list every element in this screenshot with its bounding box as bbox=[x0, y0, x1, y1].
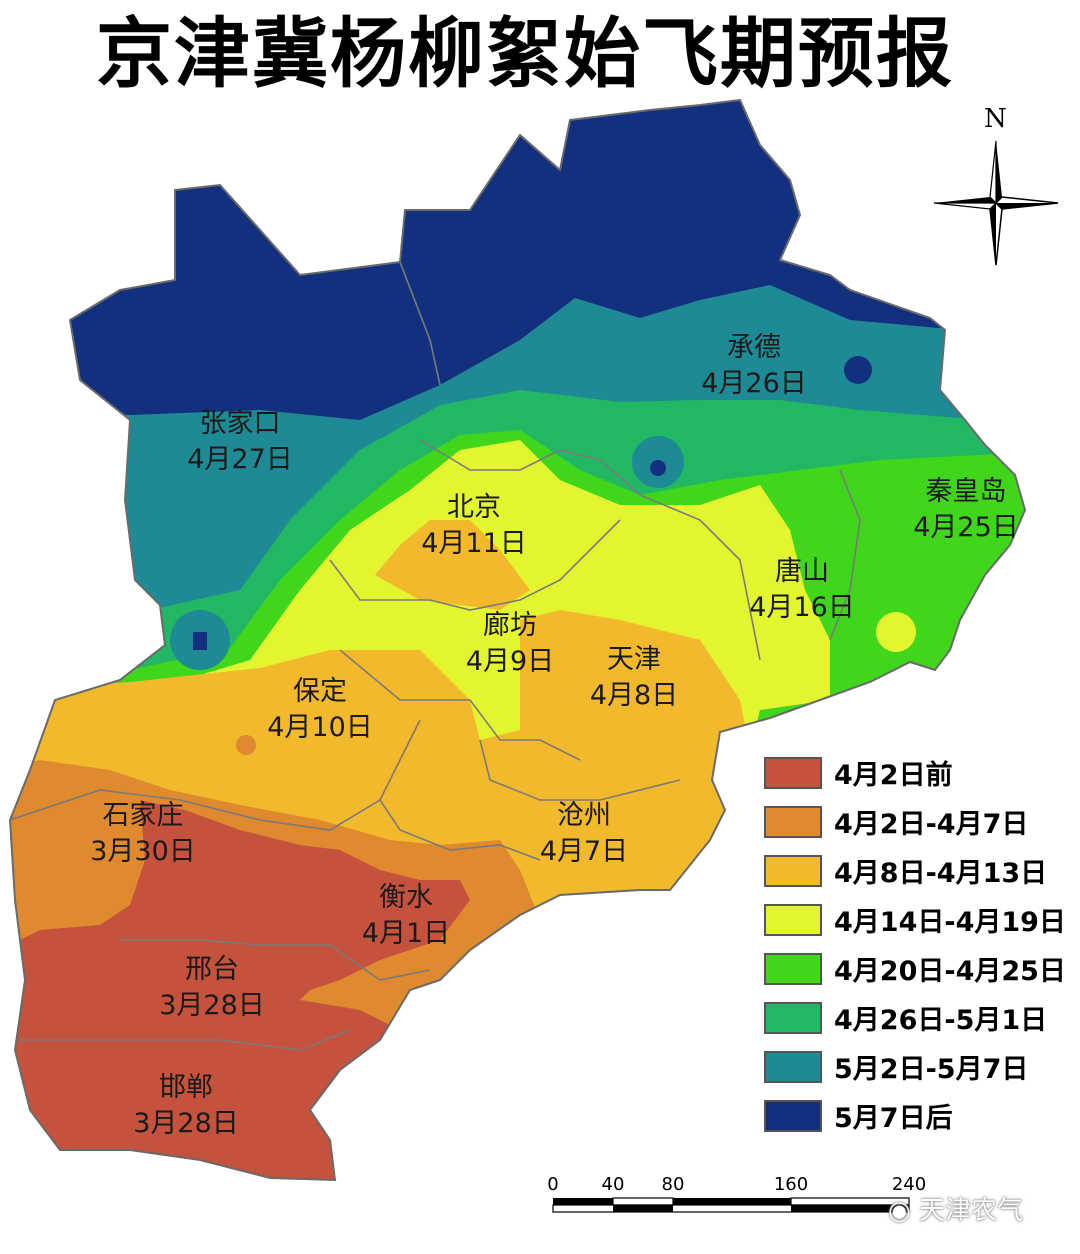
legend-swatch bbox=[764, 952, 822, 985]
boundary-shijiazhuang-xingtai bbox=[120, 939, 431, 981]
scale-segment bbox=[553, 1198, 613, 1205]
legend-swatch bbox=[764, 854, 822, 887]
map-title: 京津冀杨柳絮始飞期预报 bbox=[96, 9, 954, 98]
legend: 4月2日前 4月2日-4月7日 4月8日-4月13日 4月14日-4月19日 4… bbox=[764, 748, 1080, 1140]
zone-spot-chengde-east bbox=[844, 356, 872, 384]
legend-item: 4月2日前 bbox=[764, 748, 1080, 797]
legend-item: 4月20日-4月25日 bbox=[764, 944, 1080, 993]
zone-beijing-apr8-apr13 bbox=[375, 520, 530, 610]
city-name-label: 邯郸 bbox=[159, 1072, 213, 1103]
city-date-label: 4月9日 bbox=[466, 646, 554, 677]
legend-item: 4月14日-4月19日 bbox=[764, 895, 1080, 944]
scale-segment bbox=[791, 1205, 909, 1212]
legend-item: 5月2日-5月7日 bbox=[764, 1042, 1080, 1091]
city-date-label: 4月27日 bbox=[187, 444, 293, 475]
city-date-label: 4月25日 bbox=[913, 512, 1019, 543]
boundary-xingtai-handan bbox=[20, 1029, 351, 1051]
city-name-label: 天津 bbox=[607, 644, 661, 675]
city-name-label: 保定 bbox=[293, 676, 347, 707]
legend-swatch bbox=[764, 903, 822, 936]
legend-label: 4月14日-4月19日 bbox=[834, 907, 1066, 938]
watermark-text: 天津农气 bbox=[918, 1196, 1023, 1226]
legend-item: 4月2日-4月7日 bbox=[764, 797, 1080, 846]
city-date-label: 3月28日 bbox=[133, 1108, 239, 1139]
scale-tick-label: 0 bbox=[547, 1174, 559, 1195]
compass-rose-icon bbox=[933, 140, 1059, 266]
boundary-tangshan-qhd bbox=[829, 469, 861, 641]
legend-swatch bbox=[764, 1050, 822, 1083]
boundary-beijing-south bbox=[329, 519, 621, 611]
legend-swatch bbox=[764, 1001, 822, 1034]
zone-spot-chengde-south-core bbox=[650, 460, 666, 476]
scale-tick-label: 80 bbox=[661, 1174, 685, 1195]
scale-segment bbox=[673, 1198, 791, 1205]
legend-item: 4月26日-5月1日 bbox=[764, 993, 1080, 1042]
legend-label: 4月2日前 bbox=[834, 760, 953, 791]
scale-bar bbox=[552, 1197, 910, 1213]
city-date-label: 4月26日 bbox=[701, 368, 807, 399]
legend-label: 5月2日-5月7日 bbox=[834, 1054, 1029, 1085]
city-name-label: 衡水 bbox=[379, 882, 433, 913]
legend-label: 4月2日-4月7日 bbox=[834, 809, 1029, 840]
city-date-label: 4月7日 bbox=[540, 836, 628, 867]
city-date-label: 3月30日 bbox=[90, 836, 196, 867]
admin-boundaries bbox=[10, 261, 861, 1051]
legend-item: 5月7日后 bbox=[764, 1091, 1080, 1140]
city-name-label: 邢台 bbox=[185, 954, 239, 985]
city-date-label: 4月1日 bbox=[362, 918, 450, 949]
scale-segment bbox=[613, 1205, 673, 1212]
boundary-zjk-cd bbox=[399, 261, 441, 386]
boundary-beijing-north bbox=[419, 439, 641, 496]
city-name-label: 沧州 bbox=[557, 800, 611, 831]
boundary-hengshui-cangzhou bbox=[379, 799, 541, 861]
zone-spot-qinhuangdao bbox=[876, 612, 916, 652]
city-name-label: 承德 bbox=[727, 332, 781, 363]
boundary-tianjin-tangshan bbox=[639, 494, 761, 661]
city-date-label: 4月11日 bbox=[421, 528, 527, 559]
city-date-label: 4月8日 bbox=[590, 680, 678, 711]
city-name-label: 廊坊 bbox=[483, 610, 537, 641]
scale-tick-label: 40 bbox=[601, 1174, 625, 1195]
city-name-label: 秦皇岛 bbox=[926, 476, 1007, 507]
legend-swatch bbox=[764, 756, 822, 789]
north-label: N bbox=[984, 104, 1007, 134]
legend-label: 4月26日-5月1日 bbox=[834, 1005, 1048, 1036]
city-name-label: 唐山 bbox=[775, 556, 829, 587]
scale-segment bbox=[612, 1197, 674, 1206]
scale-tick-label: 240 bbox=[891, 1174, 927, 1195]
city-name-label: 石家庄 bbox=[103, 800, 184, 831]
boundary-langfang-cangzhou bbox=[479, 739, 681, 801]
legend-swatch bbox=[764, 805, 822, 838]
city-name-label: 北京 bbox=[447, 492, 501, 523]
boundary-baoding-langfang bbox=[339, 649, 581, 761]
city-date-label: 4月16日 bbox=[749, 592, 855, 623]
scale-tick-label: 160 bbox=[773, 1174, 809, 1195]
watermark: ◉ 天津农气 bbox=[888, 1190, 1023, 1227]
city-date-label: 4月10日 bbox=[267, 712, 373, 743]
zone-spot-zhangjiakou-core bbox=[193, 632, 207, 650]
legend-label: 4月8日-4月13日 bbox=[834, 858, 1048, 889]
legend-label: 4月20日-4月25日 bbox=[834, 956, 1066, 987]
legend-swatch bbox=[764, 1099, 822, 1132]
legend-label: 5月7日后 bbox=[834, 1103, 953, 1134]
city-name-label: 张家口 bbox=[200, 408, 281, 439]
zone-spot-baoding bbox=[236, 735, 256, 755]
city-date-label: 3月28日 bbox=[159, 990, 265, 1021]
wechat-icon: ◉ bbox=[888, 1196, 911, 1226]
legend-item: 4月8日-4月13日 bbox=[764, 846, 1080, 895]
